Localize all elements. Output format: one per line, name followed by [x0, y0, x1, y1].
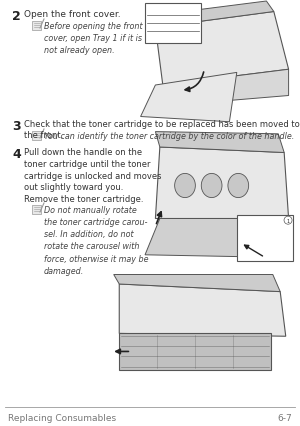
Ellipse shape [201, 174, 222, 198]
Circle shape [284, 217, 292, 225]
Text: Before opening the front
cover, open Tray 1 if it is
not already open.: Before opening the front cover, open Tra… [44, 22, 142, 55]
Text: Pull down the handle on the
toner cartridge until the toner
cartridge is unlocke: Pull down the handle on the toner cartri… [24, 148, 161, 204]
Text: 1: 1 [286, 218, 290, 223]
Polygon shape [119, 284, 286, 337]
Ellipse shape [175, 174, 195, 198]
Polygon shape [155, 132, 284, 153]
Polygon shape [145, 219, 274, 257]
Polygon shape [114, 275, 280, 292]
Ellipse shape [228, 174, 249, 198]
Text: Check that the toner cartridge to be replaced has been moved to the front.: Check that the toner cartridge to be rep… [24, 120, 300, 140]
FancyBboxPatch shape [32, 205, 41, 215]
Text: 4: 4 [12, 148, 21, 161]
Text: 3: 3 [12, 120, 21, 132]
Text: Replacing Consumables: Replacing Consumables [8, 413, 116, 422]
FancyBboxPatch shape [237, 216, 293, 262]
FancyBboxPatch shape [32, 132, 41, 141]
Polygon shape [141, 73, 237, 122]
Polygon shape [155, 12, 289, 86]
Polygon shape [151, 2, 274, 28]
Text: 6-7: 6-7 [277, 413, 292, 422]
Text: Do not manually rotate
the toner cartridge carou-
sel. In addition, do not
rotat: Do not manually rotate the toner cartrid… [44, 205, 148, 275]
FancyBboxPatch shape [32, 22, 41, 31]
FancyBboxPatch shape [145, 4, 201, 44]
Text: You can identify the toner cartridge by the color of the handle.: You can identify the toner cartridge by … [44, 132, 294, 141]
Polygon shape [155, 148, 289, 219]
Polygon shape [163, 70, 289, 107]
Text: 2: 2 [12, 10, 21, 23]
FancyBboxPatch shape [119, 334, 271, 370]
Text: Open the front cover.: Open the front cover. [24, 10, 121, 19]
